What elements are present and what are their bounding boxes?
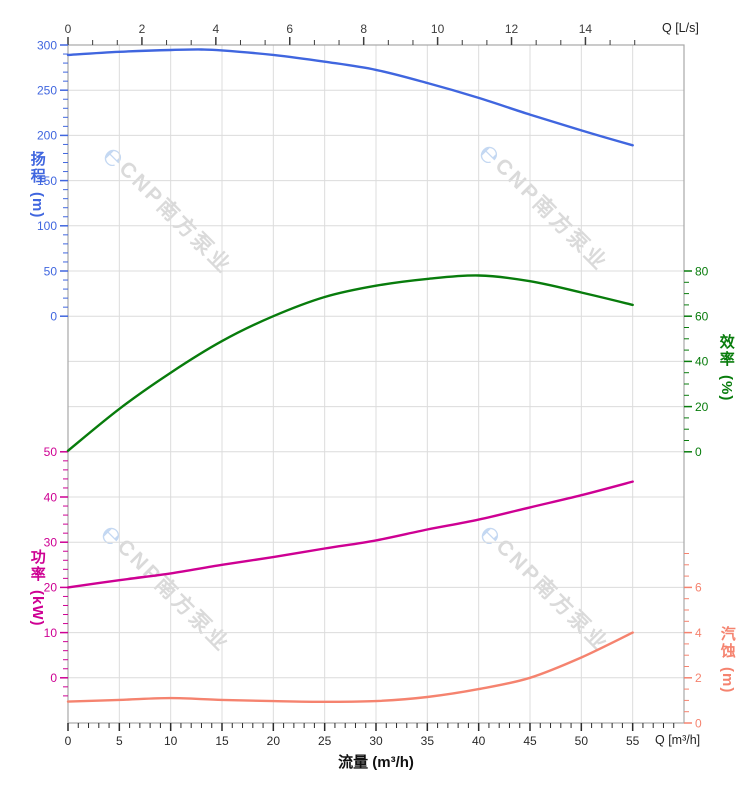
axis-title-power: 功率 (kW) [27,549,46,627]
axis-unit-npsh: (m) [718,667,736,694]
axis-head-tick-label: 100 [37,219,57,233]
bottom-axis-tick-label: 25 [318,734,332,748]
axis-efficiency-tick-label: 80 [695,264,709,278]
top-axis-tick-label: 10 [431,22,445,36]
bottom-axis-tick-label: 20 [267,734,281,748]
bottom-axis-tick-label: 50 [575,734,589,748]
axis-title-npsh-text: 汽蚀 [718,626,736,660]
axis-title-head-text: 扬程 [28,151,46,185]
curve-head [66,48,634,147]
bottom-axis-tick-label: 40 [472,734,486,748]
top-axis: 0 2 4 6 8 10 12 14 [65,22,636,45]
bottom-axis-tick-label: 35 [421,734,435,748]
bottom-axis-tick-label: 0 [65,734,72,748]
x-axis-title: 流量 (m³/h) [338,754,414,771]
top-axis-tick-label: 4 [212,22,219,36]
top-axis-tick-label: 6 [286,22,293,36]
axis-head-tick-label: 250 [37,84,57,98]
axis-npsh-tick-label: 2 [695,671,702,685]
axis-power-tick-label: 10 [44,626,58,640]
axis-power-tick-label: 50 [44,445,58,459]
bottom-axis-tick-label: 55 [626,734,640,748]
bottom-axis: 0 5 10 15 20 25 30 35 40 45 50 55 [65,723,675,748]
axis-npsh-tick-label: 4 [695,626,702,640]
axis-power-tick-label: 40 [44,490,58,504]
top-axis-tick-label: 14 [579,22,593,36]
axis-power: 50 40 30 20 10 0 [44,445,68,697]
bottom-axis-unit-label: Q [m³/h] [655,733,701,747]
axis-npsh-tick-label: 0 [695,716,702,730]
axis-head-tick-label: 300 [37,38,57,52]
axis-npsh-tick-label: 6 [695,581,702,595]
axis-title-efficiency-text: 效率 [717,334,735,368]
axis-unit-power: (kW) [28,590,46,627]
axis-efficiency-tick-label: 20 [695,400,709,414]
axis-title-power-text: 功率 [28,549,46,583]
curve-npsh [66,631,634,704]
axis-title-npsh: 汽蚀 (m) [717,626,736,693]
curve-efficiency [66,274,634,452]
axis-power-tick-label: 30 [44,536,58,550]
curves [66,48,634,704]
axis-power-tick-label: 0 [50,671,57,685]
axis-head-tick-label: 200 [37,129,57,143]
top-axis-tick-label: 2 [139,22,146,36]
axis-head: 300 250 200 150 100 50 0 [37,38,68,324]
axis-power-tick-label: 20 [44,581,58,595]
top-axis-tick-label: 0 [65,22,72,36]
axis-efficiency-tick-label: 0 [695,445,702,459]
bottom-axis-tick-label: 45 [523,734,537,748]
axis-title-head: 扬程 (m) [27,151,46,218]
axis-efficiency-tick-label: 60 [695,310,709,324]
axis-head-tick-label: 150 [37,174,57,188]
top-axis-unit-label: Q [L/s] [662,21,699,35]
axis-unit-efficiency: (%) [717,375,735,402]
top-axis-tick-label: 12 [505,22,519,36]
bottom-axis-tick-label: 15 [215,734,229,748]
top-axis-tick-label: 8 [360,22,367,36]
axis-head-tick-label: 0 [50,310,57,324]
gridlines [68,45,684,723]
axis-title-efficiency: 效率 (%) [716,334,735,401]
axis-npsh: 6 4 2 0 [684,553,702,730]
axis-head-tick-label: 50 [44,264,58,278]
axis-efficiency-tick-label: 40 [695,355,709,369]
bottom-axis-tick-label: 5 [116,734,123,748]
axis-unit-head: (m) [28,192,46,219]
axis-efficiency: 80 60 40 20 0 [684,264,709,459]
bottom-axis-tick-label: 10 [164,734,178,748]
curve-power [66,480,634,589]
bottom-axis-tick-label: 30 [369,734,383,748]
